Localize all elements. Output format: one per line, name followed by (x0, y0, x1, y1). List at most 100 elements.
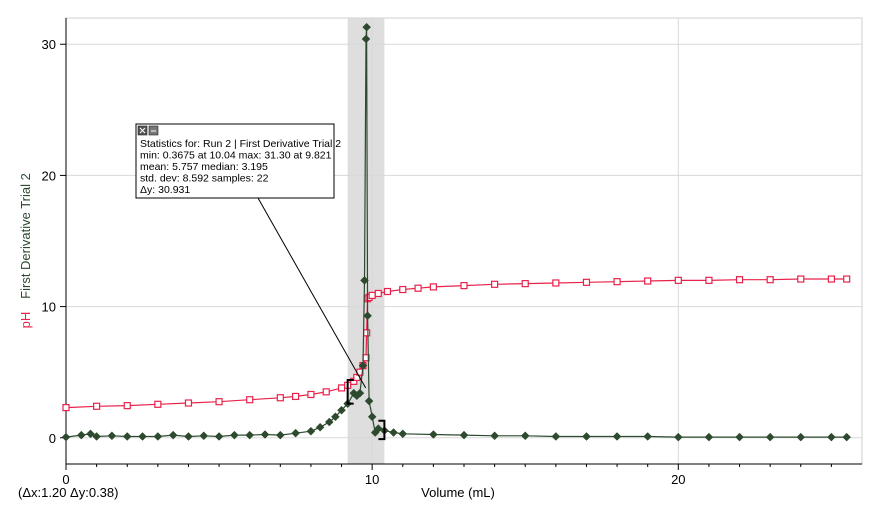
y-tick-label: 20 (42, 168, 56, 183)
data-point-ph (705, 276, 713, 284)
data-point-derivative (490, 431, 499, 441)
data-point-ph (491, 280, 499, 288)
data-point-derivative (389, 428, 398, 437)
data-point-ph (374, 289, 382, 298)
data-point-derivative (429, 430, 438, 439)
data-point-ph (414, 284, 422, 292)
data-point-derivative (735, 432, 744, 442)
data-point-derivative (582, 432, 591, 441)
stats-line: mean: 5.757 median: 3.195 (140, 161, 268, 173)
data-point-derivative (360, 275, 369, 285)
data-point-derivative (122, 432, 132, 441)
x-axis-title: Volume (mL) (421, 485, 495, 500)
data-point-ph (429, 283, 437, 291)
data-point-derivative (138, 432, 147, 441)
data-point-ph (184, 399, 193, 407)
data-point-derivative (214, 432, 224, 441)
y-axis-title-derivative: First Derivative Trial 2 (18, 173, 33, 299)
data-point-derivative (76, 430, 86, 440)
data-point-ph (843, 275, 851, 283)
data-point-ph (613, 278, 621, 286)
data-point-derivative (459, 430, 469, 440)
data-point-ph (766, 276, 774, 284)
data-point-ph (797, 275, 805, 283)
data-point-ph (644, 277, 652, 285)
data-point-derivative (551, 432, 561, 441)
data-point-ph (552, 279, 560, 287)
data-point-derivative (520, 431, 530, 441)
data-point-ph (383, 287, 392, 296)
data-point-ph (123, 402, 131, 410)
stats-line: std. dev: 8.592 samples: 22 (140, 173, 269, 185)
x-tick-label: 0 (62, 472, 69, 487)
data-point-derivative (704, 432, 714, 442)
y-tick-label: 10 (42, 300, 56, 315)
data-point-derivative (331, 412, 340, 422)
data-point-derivative (86, 429, 95, 439)
data-point-ph (322, 388, 330, 396)
stats-line: Δy: 30.931 (140, 184, 190, 196)
data-point-ph (276, 394, 284, 402)
data-point-derivative (358, 361, 368, 370)
data-point-derivative (796, 432, 806, 442)
data-point-derivative (168, 430, 178, 440)
data-point-ph (582, 278, 591, 286)
delta-readout: (Δx:1.20 Δy:0.38) (18, 485, 118, 500)
data-point-derivative (199, 431, 209, 441)
data-point-ph (62, 403, 70, 412)
data-point-derivative (612, 432, 622, 441)
y-tick-label: 0 (49, 431, 56, 446)
stats-box[interactable]: Statistics for: Run 2 | First Derivative… (135, 123, 341, 199)
stats-box-frame (135, 123, 335, 199)
data-point-derivative (398, 429, 408, 439)
x-tick-label: 20 (671, 472, 685, 487)
y-tick-label: 30 (42, 37, 56, 52)
data-point-derivative (363, 311, 372, 321)
data-point-ph (246, 396, 254, 404)
data-point-ph (307, 390, 315, 399)
data-point-ph (363, 329, 371, 337)
stats-leader-line (257, 197, 367, 389)
data-point-derivative (184, 432, 193, 441)
x-tick-label: 10 (365, 472, 379, 487)
data-point-ph (337, 384, 346, 392)
data-point-derivative (291, 428, 300, 438)
data-point-ph (827, 275, 835, 283)
data-point-derivative (361, 34, 371, 44)
stats-line: Statistics for: Run 2 | First Derivative… (140, 138, 341, 150)
data-point-ph (93, 402, 101, 410)
data-point-ph (154, 400, 162, 408)
data-point-derivative (765, 432, 775, 442)
y-axis-title-ph: pH (18, 312, 33, 329)
series-layer (61, 22, 852, 442)
data-point-derivative (364, 396, 374, 406)
data-point-derivative (842, 432, 852, 442)
data-point-derivative (355, 388, 365, 398)
data-point-derivative (245, 430, 255, 440)
data-point-derivative (673, 432, 683, 442)
data-point-derivative (306, 426, 316, 436)
stats-line: min: 0.3675 at 10.04 max: 31.30 at 9.821 (140, 150, 332, 162)
plot-area (65, 17, 863, 465)
data-point-derivative (92, 432, 101, 441)
data-point-derivative (260, 430, 270, 439)
data-point-derivative (61, 432, 71, 442)
data-point-derivative (643, 432, 653, 441)
data-point-derivative (337, 405, 346, 415)
data-point-derivative (230, 430, 239, 440)
data-point-derivative (107, 431, 117, 441)
data-point-derivative (324, 417, 334, 427)
close-icon-glyph (139, 127, 146, 134)
range-bracket-left[interactable] (346, 379, 354, 405)
data-point-derivative (315, 422, 325, 432)
data-point-derivative (275, 430, 285, 440)
range-bracket-right[interactable] (378, 419, 386, 441)
data-point-derivative (827, 432, 836, 442)
data-point-ph (674, 276, 682, 284)
data-point-ph (399, 285, 407, 294)
data-point-ph (368, 291, 376, 300)
data-point-ph (215, 398, 223, 406)
data-point-ph (735, 276, 744, 284)
data-point-ph (292, 392, 300, 401)
